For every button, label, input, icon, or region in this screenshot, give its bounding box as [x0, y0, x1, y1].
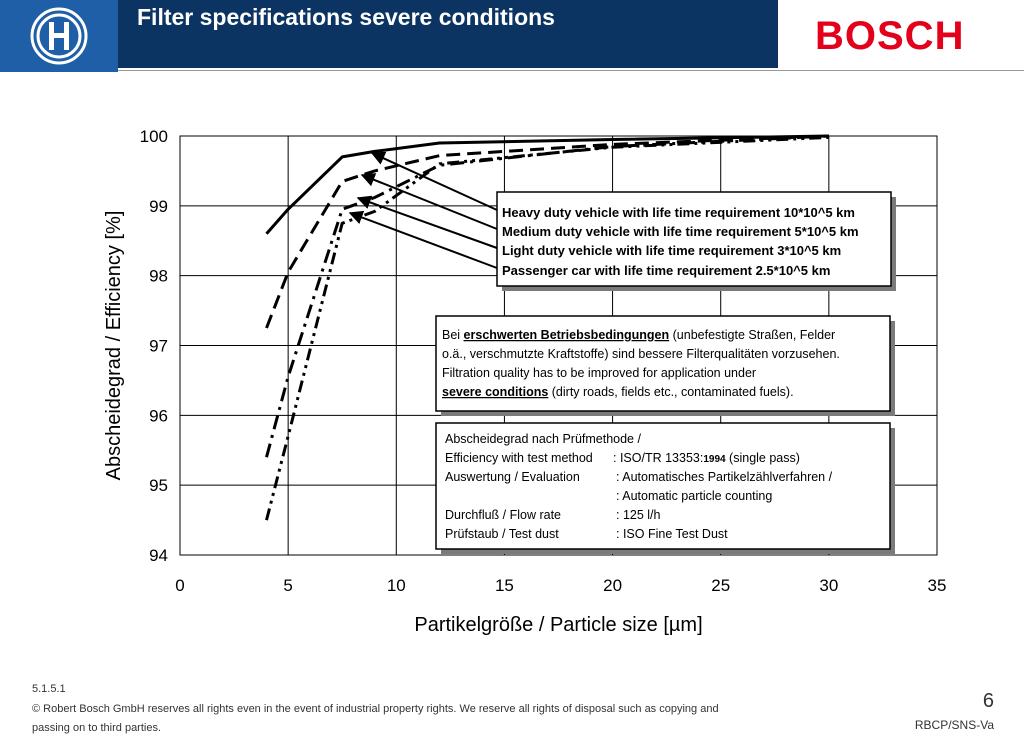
- method-label-3: Auswertung / Evaluation: [445, 470, 580, 484]
- legend-arrow-passenger: [348, 210, 498, 269]
- x-tick-label: 30: [819, 576, 838, 595]
- header: Filter specifications severe conditions …: [0, 0, 1024, 72]
- header-divider: [118, 70, 1024, 71]
- armature-icon: [30, 7, 88, 65]
- bosch-armature-logo: [0, 0, 118, 72]
- x-tick-label: 20: [603, 576, 622, 595]
- method-value-2: : ISO/TR 13353:1994 (single pass): [613, 451, 800, 465]
- y-tick-label: 98: [149, 267, 168, 286]
- method-label-6: Prüfstaub / Test dust: [445, 527, 559, 541]
- legend-arrow-light: [356, 195, 498, 249]
- note-line-1: Bei erschwerten Betriebsbedingungen (unb…: [442, 328, 835, 342]
- brand-logo: BOSCH: [815, 14, 965, 58]
- series-heavy-duty: [265, 134, 829, 235]
- method-value-4: : Automatic particle counting: [616, 489, 772, 503]
- series-light-duty: [265, 134, 829, 458]
- footer-copyright: © Robert Bosch GmbH reserves all rights …: [32, 703, 719, 734]
- x-tick-label: 5: [283, 576, 292, 595]
- series-passenger-car: [265, 135, 829, 521]
- page-title: Filter specifications severe conditions: [137, 4, 555, 30]
- method-line-1: Abscheidegrad nach Prüfmethode /: [445, 432, 641, 446]
- legend-arrow-heavy: [370, 151, 498, 211]
- method-value-6: : ISO Fine Test Dust: [616, 527, 728, 541]
- legend-item-light: Light duty vehicle with life time requir…: [502, 243, 841, 258]
- legend-item-passenger: Passenger car with life time requirement…: [502, 263, 830, 278]
- y-axis-label: Abscheidegrad / Efficiency [%]: [103, 211, 125, 481]
- x-axis-label: Partikelgröße / Particle size [µm]: [414, 614, 702, 636]
- y-tick-label: 99: [149, 197, 168, 216]
- x-tick-label: 10: [387, 576, 406, 595]
- method-label-5: Durchfluß / Flow rate: [445, 508, 561, 522]
- note-box: [435, 315, 891, 412]
- y-tick-label: 100: [140, 127, 168, 146]
- series-medium-duty: [265, 134, 829, 329]
- footer-department: RBCP/SNS-Va: [914, 718, 994, 732]
- note-line-3: Filtration quality has to be improved fo…: [442, 366, 756, 380]
- footer-version: 5.1.5.1: [32, 683, 66, 695]
- note-line-2: o.ä., verschmutzte Kraftstoffe) sind bes…: [442, 347, 840, 361]
- y-tick-label: 95: [149, 476, 168, 495]
- method-value-3: : Automatisches Partikelzählverfahren /: [616, 470, 833, 484]
- legend-arrow-medium: [360, 173, 498, 230]
- title-bar: [118, 0, 778, 68]
- page-number: 6: [982, 690, 994, 712]
- note-line-4: severe conditions (dirty roads, fields e…: [442, 385, 794, 399]
- method-label-2: Efficiency with test method: [445, 451, 593, 465]
- y-tick-label: 94: [149, 546, 168, 565]
- legend-box: [496, 191, 892, 287]
- legend-item-heavy: Heavy duty vehicle with life time requir…: [502, 205, 855, 220]
- method-box: [435, 422, 891, 550]
- legend-item-medium: Medium duty vehicle with life time requi…: [502, 224, 859, 239]
- x-tick-label: 35: [928, 576, 947, 595]
- y-tick-label: 96: [149, 406, 168, 425]
- x-tick-label: 0: [175, 576, 184, 595]
- method-value-5: : 125 l/h: [616, 508, 661, 522]
- x-tick-label: 25: [711, 576, 730, 595]
- x-tick-label: 15: [495, 576, 514, 595]
- y-tick-label: 97: [149, 337, 168, 356]
